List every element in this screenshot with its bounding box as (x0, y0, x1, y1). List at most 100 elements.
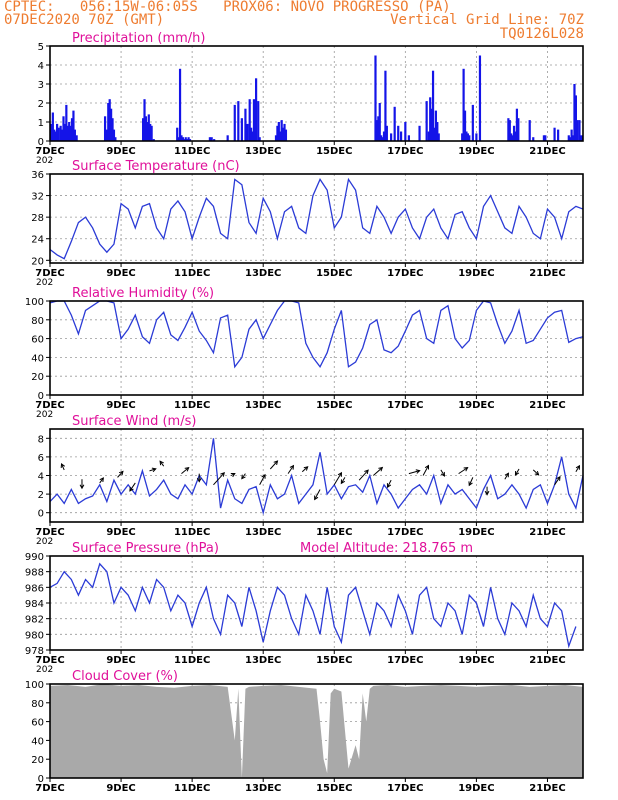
precip-bar (176, 127, 179, 141)
x-tick-label: 21DEC (529, 527, 565, 538)
precip-bar (544, 135, 547, 141)
wind-title: Surface Wind (m/s) (72, 414, 196, 429)
header-station-line: CPTEC: 056:15W-06:05S PROX06: NOVO PROGR… (4, 0, 451, 15)
y-tick-label: 32 (31, 192, 44, 203)
precip-bar (184, 137, 187, 141)
precip-bar (437, 133, 440, 141)
panel-frame (49, 173, 584, 264)
precip-bar (69, 125, 72, 141)
x-tick-label: 21DEC (529, 146, 565, 157)
wind-arrow (458, 467, 468, 475)
wind-arrow-head (99, 477, 104, 482)
precip-bar (75, 135, 78, 141)
precip-bar (427, 131, 430, 141)
precip-bar (233, 104, 236, 141)
wind-arrow-head (79, 484, 85, 490)
x-tick-label: 9DEC (106, 783, 135, 794)
y-tick-label: 60 (31, 335, 44, 346)
wind-arrow (575, 465, 580, 473)
precip-bar (430, 108, 433, 141)
precip-bar (187, 137, 190, 141)
x-tick-label: 19DEC (458, 146, 494, 157)
precip-bar (510, 133, 513, 141)
precip-bar (111, 118, 114, 141)
precip-bar (478, 55, 482, 141)
x-tick-label: 17DEC (387, 268, 423, 279)
precip-bar (65, 104, 68, 141)
y-tick-label: 980 (25, 630, 44, 641)
precip-bar (68, 122, 71, 141)
wind-arrow-head (303, 466, 309, 471)
wind-arrow-head (440, 471, 446, 477)
x-tick-label: 9DEC (106, 268, 135, 279)
wind-arrow (269, 460, 278, 470)
precip-bar (578, 120, 581, 141)
y-tick-label: 1 (38, 118, 44, 129)
precip-bar (254, 78, 258, 141)
panel-wind: 0 2 4 6 8 7DEC 9DEC 11DEC 13DEC 15DEC 17DEC 19DEC 21… (35, 414, 584, 547)
wind-arrow (129, 482, 136, 492)
rh-line (49, 300, 584, 369)
precip-bar (240, 118, 243, 141)
y-tick-label: 0 (38, 509, 44, 520)
x-tick-label: 11DEC (174, 527, 210, 538)
wind-arrow (422, 465, 429, 476)
precip-bar (508, 120, 511, 141)
precip-bar (105, 129, 108, 141)
precip-bar (374, 55, 377, 141)
wind-arrow-head (463, 467, 469, 472)
x-tick-label: 19DEC (458, 655, 494, 666)
y-tick-label: 8 (38, 434, 44, 445)
x-tick-label: 11DEC (174, 400, 210, 411)
panel-frame (49, 683, 584, 779)
precip-bar (397, 125, 400, 141)
pressure-title: Surface Pressure (hPa) (72, 541, 219, 556)
wind-arrow (358, 469, 369, 481)
x-tick-label: 17DEC (387, 400, 423, 411)
wind-arrow-head (468, 481, 473, 487)
y-tick-label: 40 (31, 736, 44, 747)
precip-bar (258, 137, 261, 141)
precip-bar (571, 135, 575, 141)
wind-arrow-head (241, 474, 246, 480)
y-tick-label: 982 (25, 615, 44, 626)
precip-bar (146, 122, 149, 141)
precip-bar (150, 125, 153, 141)
y-tick-label: 988 (25, 568, 44, 579)
precip-bar (186, 139, 189, 141)
x-tick-label: 21DEC (529, 400, 565, 411)
x-tick-label: 15DEC (316, 146, 352, 157)
year-stub: 202 (36, 156, 53, 166)
precip-bar (517, 118, 520, 141)
precip-bar (462, 68, 465, 141)
precip-bar (281, 127, 285, 141)
temp-line (49, 177, 584, 260)
wind-arrow-head (415, 469, 421, 474)
precip-bar (56, 123, 59, 141)
x-tick-label: 19DEC (458, 783, 494, 794)
cloud-title: Cloud Cover (%) (72, 669, 178, 684)
wind-arrow-head (184, 466, 190, 472)
precip-bar (53, 129, 56, 141)
precip-bar (465, 131, 468, 141)
wind-arrow-head (337, 471, 343, 477)
precip-bar (226, 135, 229, 141)
precip-bar (108, 99, 111, 141)
wind-arrow-head (314, 495, 319, 501)
x-tick-label: 13DEC (245, 400, 281, 411)
y-tick-label: 60 (31, 718, 44, 729)
precip-bar (210, 137, 213, 141)
x-tick-label: 11DEC (174, 268, 210, 279)
wind-arrow (387, 479, 392, 488)
wind-arrow-head (60, 462, 66, 468)
wind-arrow-head (273, 460, 279, 465)
precip-bar (514, 131, 517, 141)
wind-arrow-head (159, 460, 164, 466)
y-tick-label: 100 (25, 680, 44, 691)
precip-bar (244, 108, 247, 141)
x-tick-label: 17DEC (387, 146, 423, 157)
y-tick-label: 3 (38, 80, 44, 91)
wind-arrow-head (575, 464, 581, 470)
wind-arrow-head (151, 467, 157, 473)
